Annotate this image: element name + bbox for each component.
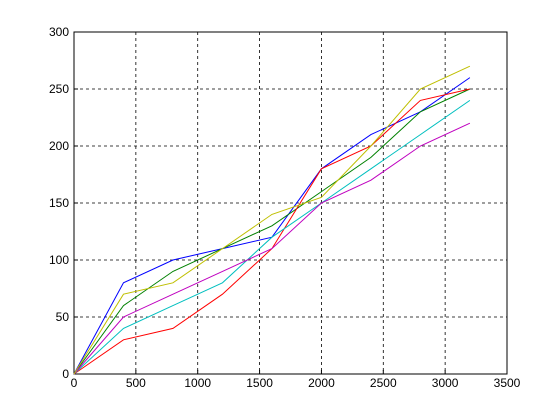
series-line [73,65,471,375]
x-tick-label: 1500 [246,376,273,390]
y-tick-label: 250 [49,82,69,96]
x-tick-label: 3500 [494,376,521,390]
axes-box [73,31,508,375]
x-tick-label: 500 [126,376,146,390]
x-tick-label: 0 [71,376,78,390]
y-tick-label: 300 [49,25,69,39]
series-line [73,122,471,375]
y-tick-label: 100 [49,253,69,267]
series-line [73,88,471,375]
x-tick-label: 1000 [184,376,211,390]
y-tick-label: 50 [56,310,70,324]
x-tick-label: 2000 [308,376,335,390]
y-tick-label: 0 [62,367,69,381]
y-tick-label: 200 [49,139,69,153]
x-tick-label: 2500 [370,376,397,390]
y-tick-label: 150 [49,196,69,210]
series-line [73,99,471,375]
x-tick-label: 3000 [432,376,459,390]
